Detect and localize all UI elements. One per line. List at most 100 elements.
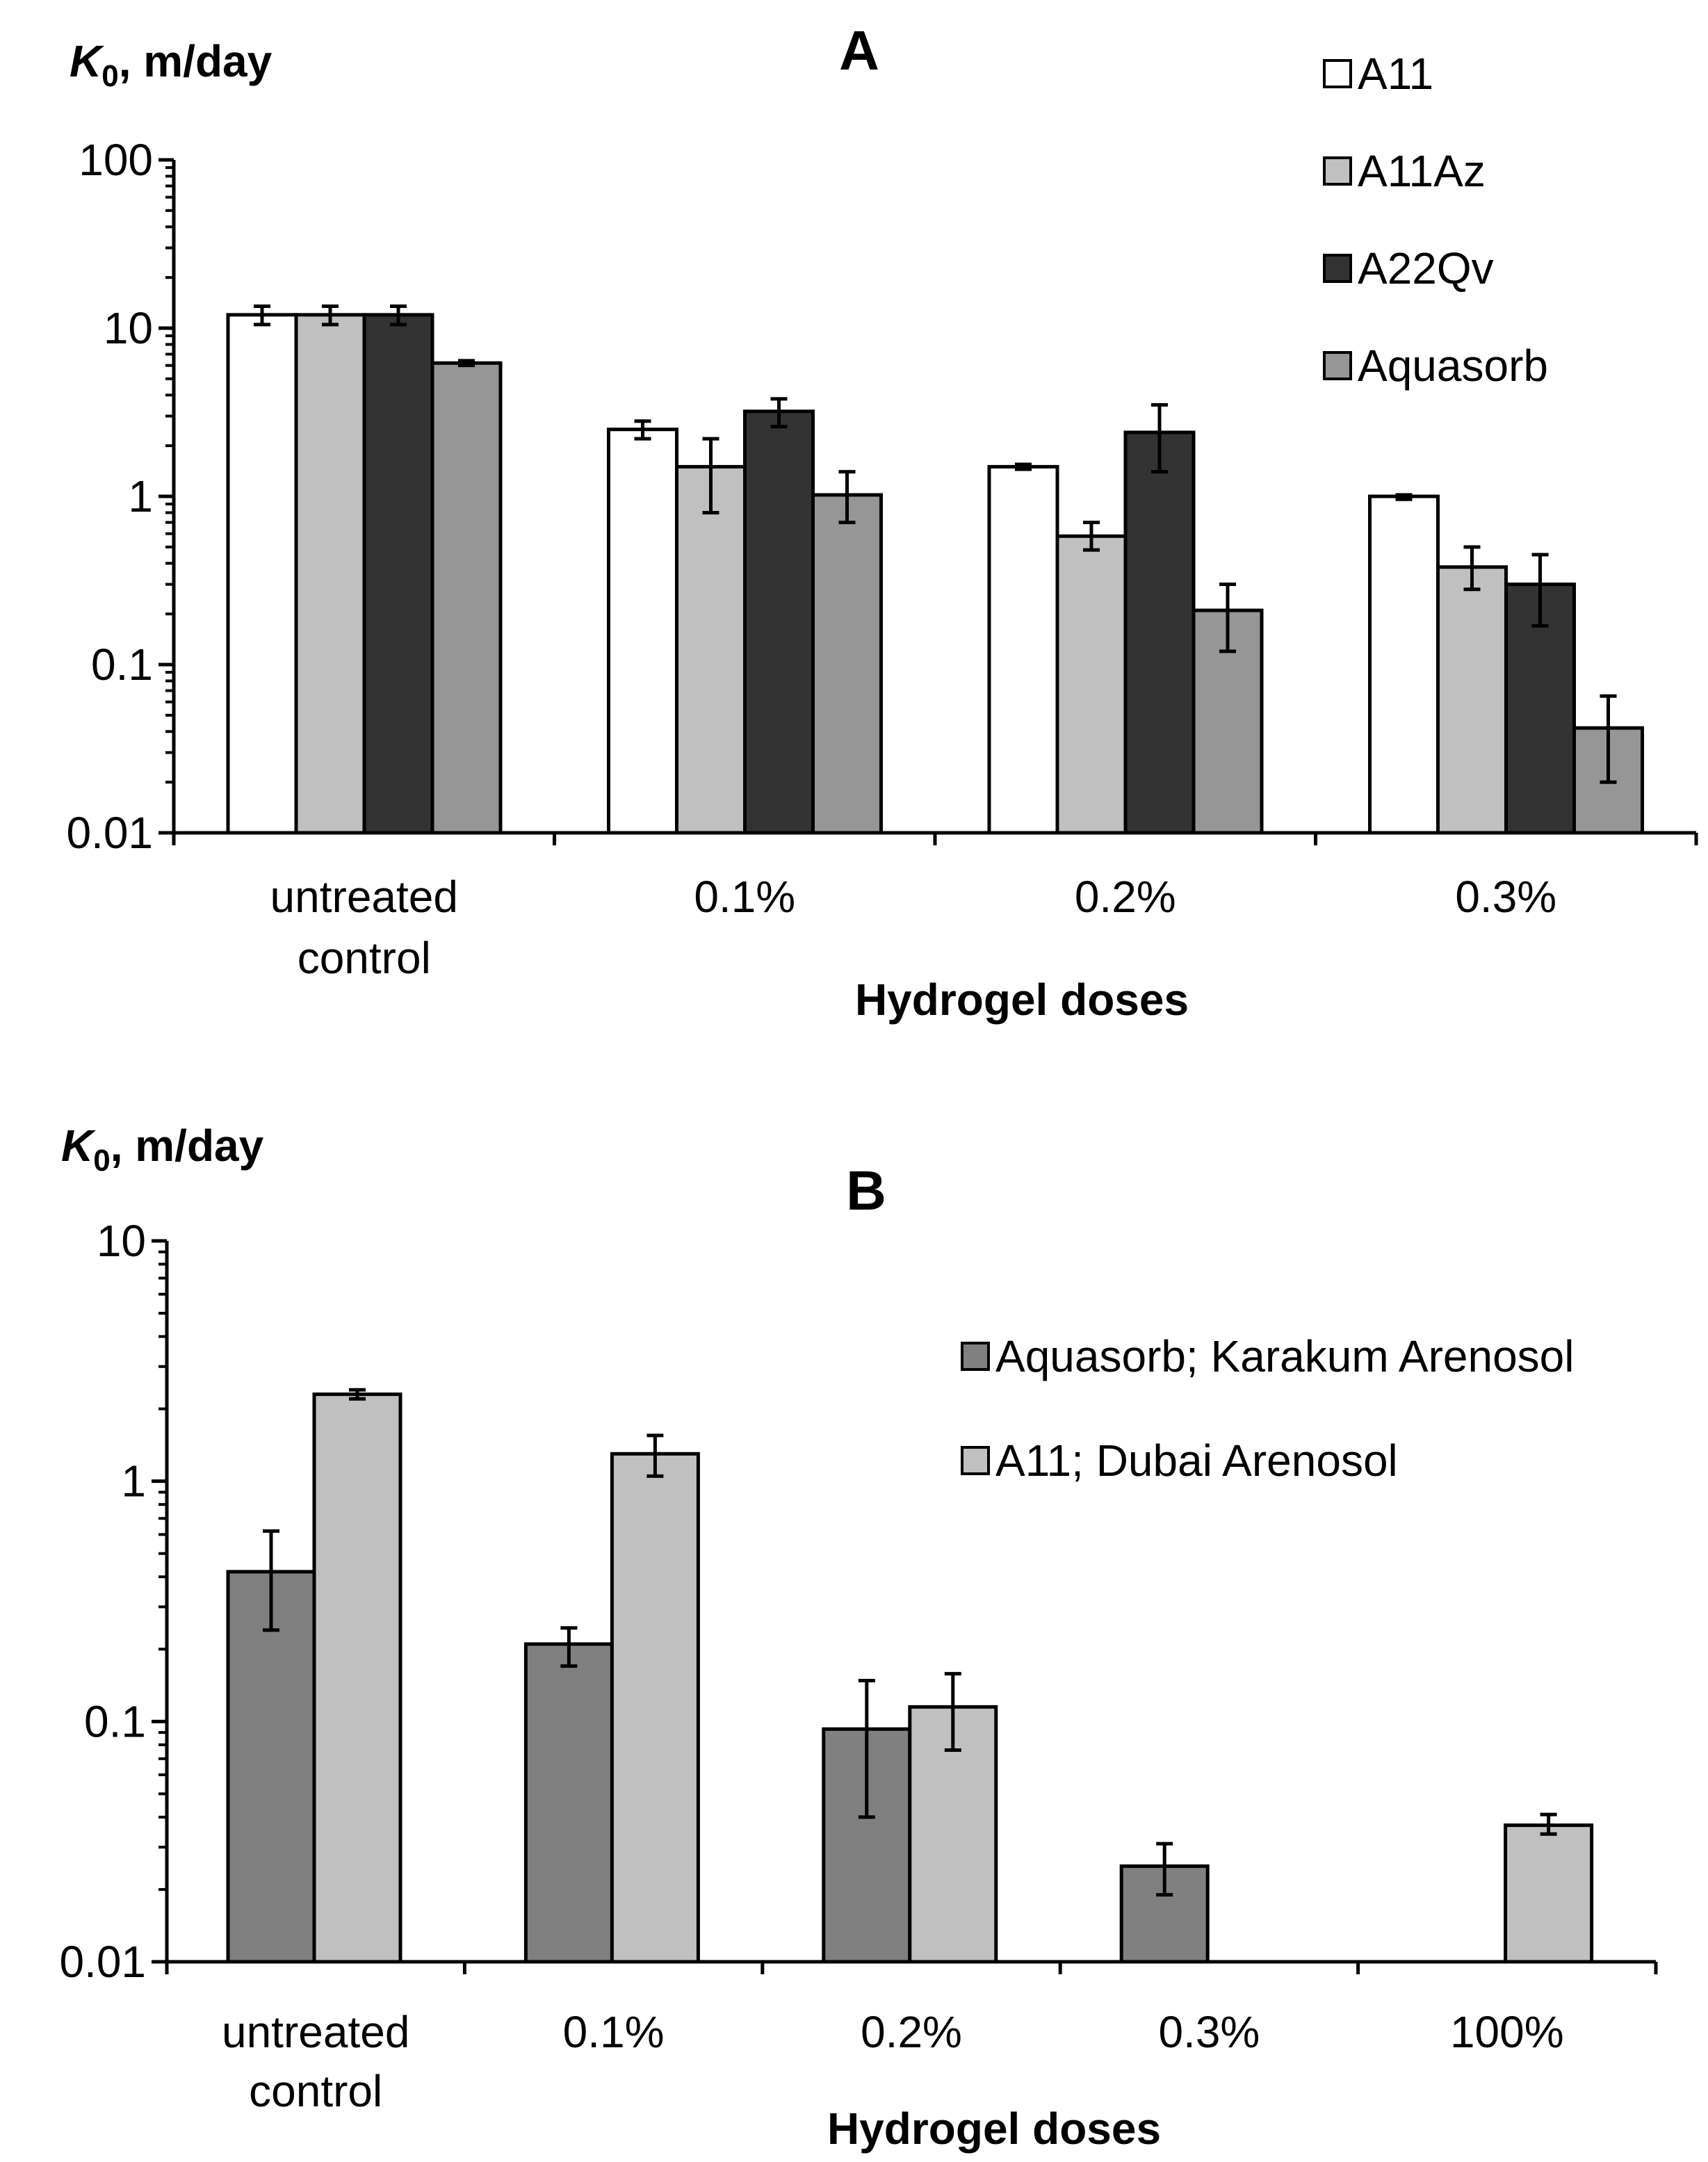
legend-label: A11 — [1358, 49, 1433, 99]
bar-a11-0 — [226, 313, 298, 835]
panel-a-xlabel: Hydrogel doses — [855, 975, 1189, 1025]
panel-b-error-bars — [263, 1388, 1557, 1897]
bar-a22qv-1 — [743, 409, 815, 835]
panel-b-ylabel-symbol: K — [61, 1121, 97, 1171]
legend-item: A11 — [1323, 49, 1433, 99]
legend-label: Aquasorb — [1358, 341, 1548, 391]
panel-a-chart: A K0, m/day Hydrogel doses untreated cont… — [66, 19, 1698, 1025]
legend-swatch — [1323, 59, 1352, 88]
error-bar — [1015, 462, 1032, 471]
error-bar — [1395, 493, 1413, 501]
error-bar — [349, 1388, 366, 1401]
error-bar — [322, 304, 339, 327]
x-tick-label: untreated — [270, 872, 458, 922]
bar-a22qv-0 — [362, 313, 434, 835]
error-bar — [1219, 583, 1236, 653]
x-tick-label: 0.3% — [1455, 872, 1556, 922]
bar-aquasorb-karakum-arenosol-1 — [523, 1642, 614, 1964]
legend-label: Aquasorb; Karakum Arenosol — [995, 1331, 1574, 1381]
x-tick-label: 100% — [1450, 2007, 1564, 2057]
legend-label: A11; Dubai Arenosol — [995, 1436, 1398, 1486]
panel-b-ylabel: K0, m/day — [61, 1121, 264, 1178]
error-bar — [944, 1672, 961, 1753]
bar-a11-3 — [1368, 494, 1440, 835]
y-tick-label: 0.1 — [84, 1696, 146, 1746]
legend-item: Aquasorb; Karakum Arenosol — [961, 1331, 1574, 1381]
panel-a-bars — [226, 313, 1644, 835]
panel-a-legend: A11 A11Az A22Qv Aquasorb — [1323, 49, 1548, 391]
bar-a11-dubai-arenosol-1 — [610, 1452, 700, 1964]
error-bar — [254, 304, 270, 327]
panel-a-ylabel-symbol: K — [70, 36, 105, 86]
legend-swatch — [1323, 351, 1352, 380]
panel-b-letter: B — [846, 1160, 886, 1221]
panel-a-letter: A — [839, 19, 879, 81]
legend-item: A11Az — [1323, 146, 1486, 196]
error-bar — [702, 437, 719, 514]
panel-b-chart: B K0, m/day Hydrogel doses untreated cont… — [59, 1121, 1658, 2154]
x-tick-label: 0.2% — [861, 2007, 962, 2057]
panel-a-axes: untreated control 0.1% 0.2% 0.3% 100 10 1 0.1 0.0… — [66, 135, 1698, 983]
bar-a11az-3 — [1436, 565, 1508, 835]
x-tick-label: 0.1% — [563, 2007, 665, 2057]
panel-a-ylabel-unit: , m/day — [119, 36, 273, 86]
error-bar — [646, 1433, 664, 1478]
error-bar — [263, 1529, 279, 1632]
y-tick-label: 1 — [128, 471, 153, 521]
error-bar — [1600, 694, 1617, 784]
legend-label: A11Az — [1358, 146, 1486, 196]
legend-item: A22Qv — [1323, 243, 1494, 293]
panel-a-ylabel: K0, m/day — [70, 36, 273, 93]
error-bar — [1151, 403, 1168, 474]
bar-aquasorb-1 — [811, 493, 883, 835]
panel-b-axes: untreated control 0.1% 0.2% 0.3% 100% 10 1 0.1 0.… — [59, 1216, 1658, 2116]
error-bar — [560, 1626, 578, 1668]
error-bar — [458, 359, 475, 368]
y-tick-label: 0.1 — [91, 640, 153, 690]
bar-a11-2 — [987, 464, 1059, 835]
legend-swatch — [961, 1342, 990, 1371]
bar-a11-dubai-arenosol-0 — [312, 1392, 402, 1964]
bar-a11az-1 — [675, 464, 747, 835]
legend-swatch — [961, 1446, 990, 1475]
bar-a11az-2 — [1055, 534, 1128, 835]
panel-b-xlabel: Hydrogel doses — [827, 2104, 1161, 2154]
error-bar — [770, 397, 788, 429]
error-bar — [1156, 1842, 1173, 1897]
panel-a-error-bars — [254, 304, 1617, 784]
x-tick-label: 0.3% — [1158, 2007, 1260, 2057]
bar-a11-dubai-arenosol-4 — [1504, 1823, 1594, 1964]
legend-swatch — [1323, 254, 1352, 283]
x-tick-label: control — [298, 933, 431, 983]
legend-item: A11; Dubai Arenosol — [961, 1436, 1398, 1486]
y-tick-label: 0.01 — [59, 1937, 146, 1987]
bar-a11az-0 — [294, 313, 366, 835]
legend-item: Aquasorb — [1323, 341, 1548, 391]
error-bar — [838, 470, 856, 524]
error-bar — [1540, 1812, 1557, 1836]
panel-b-legend: Aquasorb; Karakum Arenosol A11; Dubai Are… — [961, 1331, 1574, 1486]
legend-swatch — [1323, 156, 1352, 186]
panel-a-ylabel-subscript: 0 — [101, 59, 118, 93]
panel-b-ylabel-unit: , m/day — [111, 1121, 264, 1171]
y-tick-label: 100 — [79, 135, 153, 185]
bar-a11-1 — [607, 428, 678, 835]
error-bar — [1531, 553, 1549, 628]
y-tick-label: 0.01 — [66, 808, 153, 858]
y-tick-label: 1 — [121, 1456, 146, 1506]
error-bar — [1083, 520, 1100, 552]
bar-a22qv-2 — [1123, 430, 1196, 835]
y-tick-label: 10 — [97, 1216, 146, 1266]
x-tick-label: 0.2% — [1075, 872, 1176, 922]
legend-label: A22Qv — [1358, 243, 1494, 293]
x-tick-label: untreated — [222, 2007, 409, 2057]
error-bar — [390, 304, 407, 327]
error-bar — [858, 1678, 875, 1819]
panel-b-ylabel-subscript: 0 — [93, 1144, 110, 1178]
error-bar — [634, 419, 651, 441]
x-tick-label: 0.1% — [694, 872, 795, 922]
bar-aquasorb-0 — [430, 361, 503, 835]
y-tick-label: 10 — [104, 303, 153, 353]
x-tick-label: control — [249, 2066, 382, 2116]
